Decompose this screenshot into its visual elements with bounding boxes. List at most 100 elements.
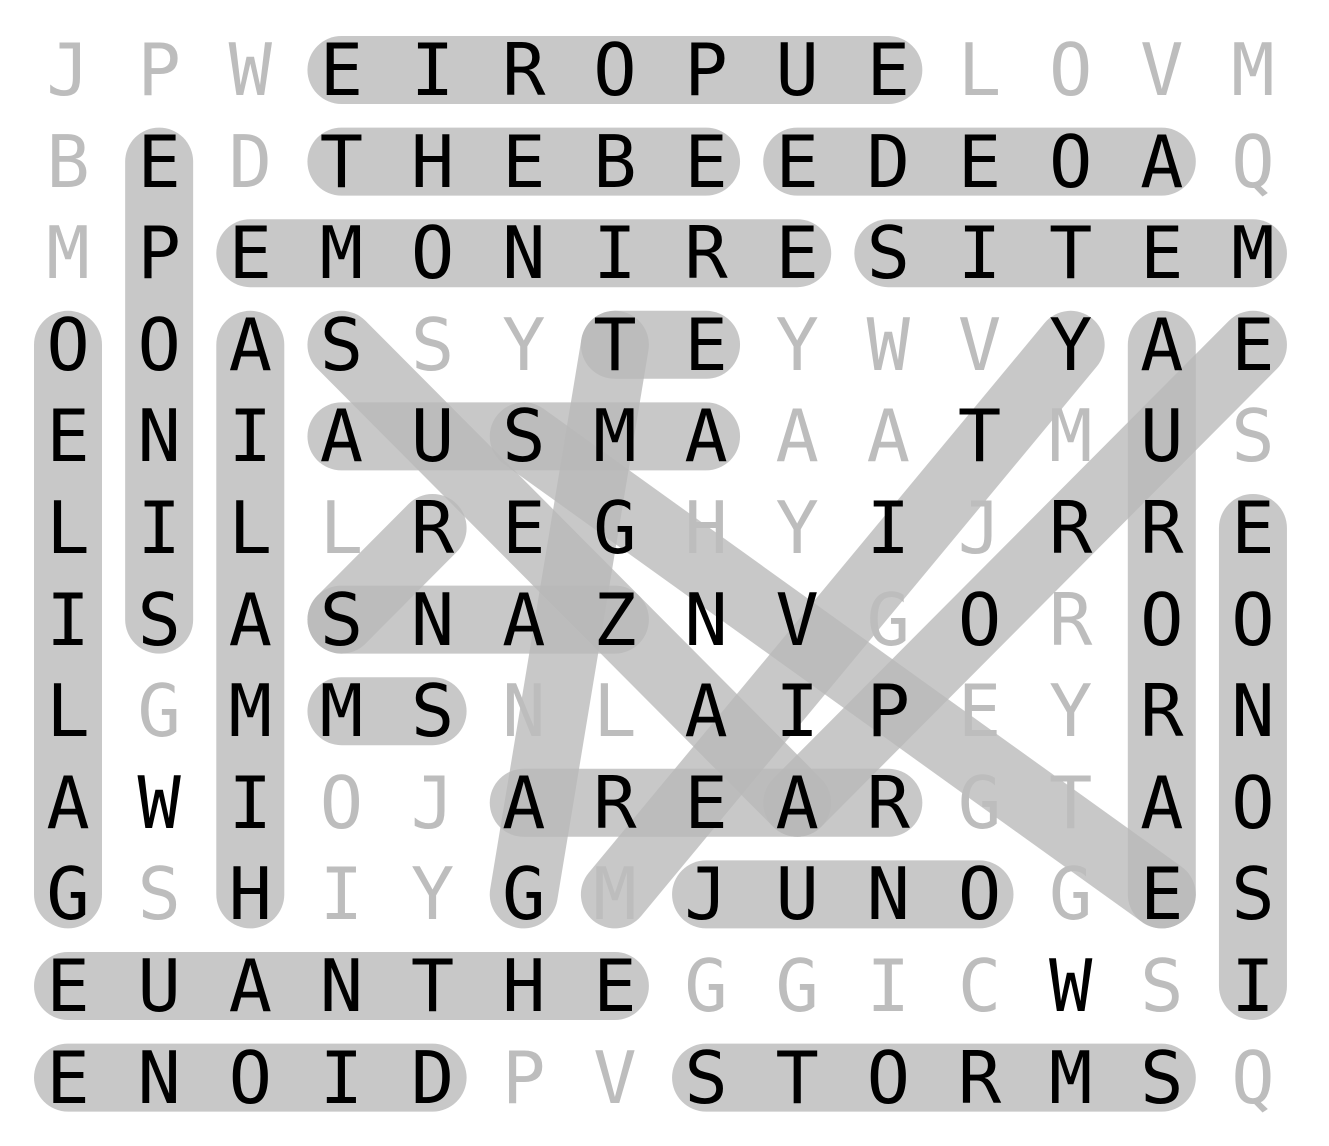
- letter-cell[interactable]: M: [228, 669, 272, 754]
- letter-cell[interactable]: R: [684, 211, 728, 296]
- letter-cell[interactable]: V: [957, 302, 1002, 387]
- letter-cell[interactable]: S: [1231, 394, 1275, 479]
- letter-cell[interactable]: L: [957, 28, 1002, 112]
- letter-cell[interactable]: M: [593, 852, 637, 937]
- letter-cell[interactable]: L: [593, 669, 637, 754]
- letter-cell[interactable]: T: [775, 1035, 819, 1120]
- letter-cell[interactable]: E: [502, 119, 546, 204]
- letter-cell[interactable]: E: [684, 302, 728, 387]
- letter-cell[interactable]: I: [319, 852, 364, 937]
- letter-cell[interactable]: H: [684, 486, 728, 570]
- letter-cell[interactable]: N: [684, 577, 728, 662]
- letter-cell[interactable]: L: [319, 486, 364, 570]
- letter-cell[interactable]: E: [593, 944, 637, 1028]
- letter-cell[interactable]: O: [1140, 577, 1184, 662]
- letter-cell[interactable]: P: [137, 211, 181, 296]
- letter-cell[interactable]: S: [502, 394, 546, 479]
- letter-cell[interactable]: G: [593, 486, 637, 570]
- letter-cell[interactable]: D: [410, 1035, 455, 1120]
- letter-cell[interactable]: I: [228, 760, 272, 845]
- letter-cell[interactable]: H: [228, 852, 272, 937]
- letter-cell[interactable]: S: [319, 302, 364, 387]
- letter-cell[interactable]: E: [46, 944, 90, 1028]
- letter-cell[interactable]: R: [593, 760, 637, 845]
- letter-cell[interactable]: O: [46, 302, 90, 387]
- letter-cell[interactable]: L: [46, 669, 90, 754]
- letter-cell[interactable]: V: [1140, 28, 1184, 112]
- letter-cell[interactable]: M: [1231, 211, 1275, 296]
- letter-cell[interactable]: L: [46, 486, 90, 570]
- letter-cell[interactable]: P: [502, 1035, 546, 1120]
- letter-cell[interactable]: A: [228, 302, 272, 387]
- letter-cell[interactable]: H: [502, 944, 546, 1028]
- letter-cell[interactable]: S: [1231, 852, 1275, 937]
- letter-cell[interactable]: S: [410, 669, 455, 754]
- letter-cell[interactable]: T: [1048, 211, 1093, 296]
- letter-cell[interactable]: E: [137, 119, 181, 204]
- letter-cell[interactable]: Y: [410, 852, 455, 937]
- letter-cell[interactable]: Y: [1048, 669, 1093, 754]
- letter-cell[interactable]: R: [502, 28, 546, 112]
- letter-cell[interactable]: O: [1231, 760, 1275, 845]
- letter-cell[interactable]: O: [137, 302, 181, 387]
- letter-cell[interactable]: O: [593, 28, 637, 112]
- letter-cell[interactable]: S: [684, 1035, 728, 1120]
- letter-cell[interactable]: N: [502, 211, 546, 296]
- letter-cell[interactable]: A: [684, 394, 728, 479]
- letter-cell[interactable]: R: [1048, 577, 1093, 662]
- letter-cell[interactable]: E: [775, 119, 819, 204]
- letter-cell[interactable]: Y: [775, 302, 819, 387]
- letter-cell[interactable]: R: [1140, 669, 1184, 754]
- letter-cell[interactable]: E: [957, 119, 1002, 204]
- letter-cell[interactable]: R: [1140, 486, 1184, 570]
- letter-cell[interactable]: T: [1048, 760, 1093, 845]
- letter-cell[interactable]: O: [1048, 28, 1093, 112]
- letter-cell[interactable]: G: [46, 852, 90, 937]
- letter-cell[interactable]: A: [1140, 302, 1184, 387]
- letter-cell[interactable]: R: [866, 760, 911, 845]
- letter-cell[interactable]: E: [1140, 852, 1184, 937]
- letter-cell[interactable]: A: [866, 394, 911, 479]
- letter-cell[interactable]: Y: [502, 302, 546, 387]
- letter-cell[interactable]: A: [775, 394, 819, 479]
- letter-cell[interactable]: W: [228, 28, 272, 112]
- letter-cell[interactable]: S: [137, 852, 181, 937]
- letter-cell[interactable]: S: [137, 577, 181, 662]
- letter-cell[interactable]: I: [1231, 944, 1275, 1028]
- letter-cell[interactable]: N: [502, 669, 546, 754]
- letter-cell[interactable]: B: [46, 119, 90, 204]
- letter-cell[interactable]: Z: [593, 577, 637, 662]
- letter-cell[interactable]: I: [866, 486, 911, 570]
- letter-cell[interactable]: V: [593, 1035, 637, 1120]
- letter-cell[interactable]: M: [1048, 1035, 1093, 1120]
- letter-cell[interactable]: J: [684, 852, 728, 937]
- letter-cell[interactable]: I: [228, 394, 272, 479]
- letter-cell[interactable]: E: [684, 119, 728, 204]
- letter-cell[interactable]: N: [137, 394, 181, 479]
- letter-cell[interactable]: O: [957, 852, 1002, 937]
- letter-cell[interactable]: S: [319, 577, 364, 662]
- letter-cell[interactable]: N: [137, 1035, 181, 1120]
- letter-cell[interactable]: I: [319, 1035, 364, 1120]
- letter-cell[interactable]: O: [228, 1035, 272, 1120]
- letter-cell[interactable]: E: [1231, 302, 1275, 387]
- letter-cell[interactable]: G: [684, 944, 728, 1028]
- letter-cell[interactable]: O: [1231, 577, 1275, 662]
- letter-cell[interactable]: J: [46, 28, 90, 112]
- letter-cell[interactable]: A: [228, 577, 272, 662]
- letter-cell[interactable]: M: [46, 211, 90, 296]
- letter-cell[interactable]: T: [957, 394, 1002, 479]
- letter-cell[interactable]: N: [866, 852, 911, 937]
- letter-cell[interactable]: E: [46, 1035, 90, 1120]
- letter-cell[interactable]: G: [137, 669, 181, 754]
- letter-cell[interactable]: I: [46, 577, 90, 662]
- letter-cell[interactable]: I: [410, 28, 455, 112]
- letter-cell[interactable]: Y: [1048, 302, 1093, 387]
- letter-cell[interactable]: M: [319, 211, 364, 296]
- letter-cell[interactable]: R: [410, 486, 455, 570]
- letter-cell[interactable]: I: [593, 211, 637, 296]
- letter-cell[interactable]: M: [319, 669, 364, 754]
- letter-cell[interactable]: B: [593, 119, 637, 204]
- letter-cell[interactable]: A: [502, 760, 546, 845]
- letter-cell[interactable]: P: [866, 669, 911, 754]
